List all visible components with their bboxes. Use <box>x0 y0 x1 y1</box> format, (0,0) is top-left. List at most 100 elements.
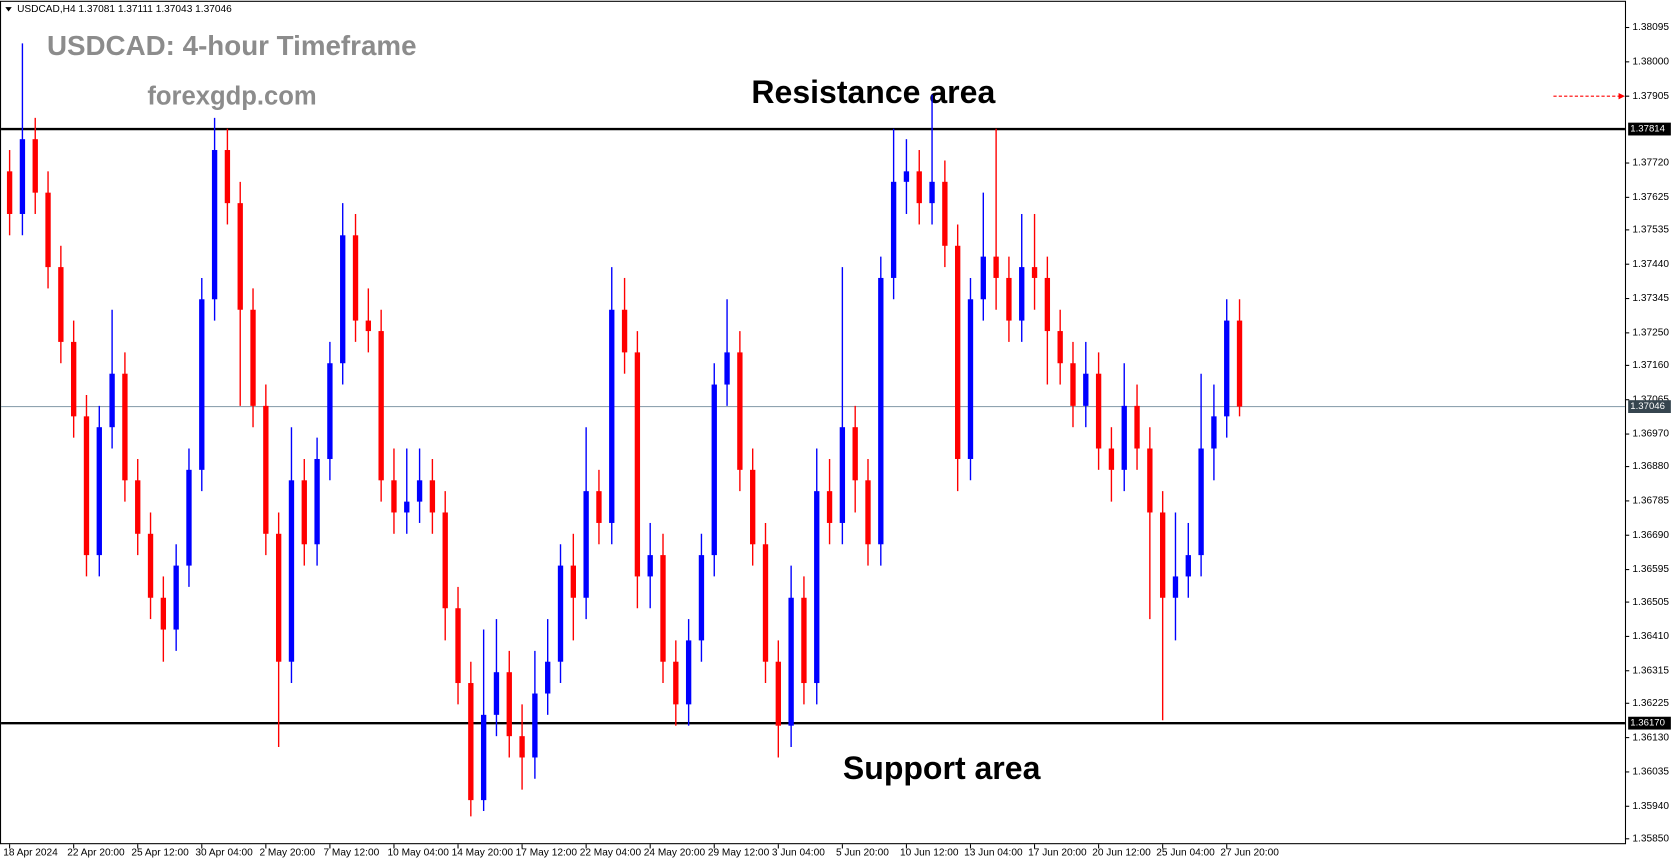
y-tick-label: 1.38095 <box>1632 22 1669 33</box>
candle-body <box>596 491 602 523</box>
y-tick-label: 1.36690 <box>1632 530 1669 541</box>
candle-body <box>532 693 538 758</box>
candle-body <box>903 171 910 182</box>
candle-body <box>6 171 13 214</box>
candle-body <box>147 533 154 598</box>
x-tick-label: 3 Jun 04:00 <box>772 847 825 858</box>
candle-body <box>775 661 781 726</box>
x-tick-label: 25 Jun 04:00 <box>1156 847 1215 858</box>
candle-body <box>455 608 461 684</box>
x-tick-label: 30 Apr 04:00 <box>195 847 253 858</box>
candle-body <box>929 181 935 204</box>
level-label: 1.36170 <box>1630 718 1665 729</box>
candle-body <box>942 181 948 246</box>
menu-triangle <box>5 7 12 12</box>
candle-body <box>545 661 551 694</box>
candle-body <box>737 352 743 470</box>
candle-body <box>468 683 474 801</box>
y-tick-label: 1.37720 <box>1632 158 1669 169</box>
candle-body <box>1044 277 1051 332</box>
y-tick-label: 1.36315 <box>1632 665 1669 676</box>
x-tick-label: 18 Apr 2024 <box>3 847 58 858</box>
candle-body <box>685 640 692 705</box>
candle-body <box>852 427 858 481</box>
candle-body <box>890 181 897 278</box>
candle-body <box>340 235 346 364</box>
candle-body <box>621 309 628 353</box>
x-tick-label: 22 May 04:00 <box>580 847 642 858</box>
x-tick-label: 27 Jun 20:00 <box>1220 847 1279 858</box>
candle-body <box>352 235 359 321</box>
y-tick-label: 1.36505 <box>1632 597 1669 608</box>
y-tick-label: 1.36970 <box>1632 429 1669 440</box>
candle-body <box>1083 373 1089 406</box>
y-tick-label: 1.37160 <box>1632 360 1669 371</box>
candle-body <box>980 256 986 300</box>
plot-layer: 1.38095 1.38000 1.37905 1.37720 1.37625 1.375… <box>1 22 1671 858</box>
candle-body <box>442 512 448 609</box>
candle-body <box>1121 405 1127 470</box>
x-tick-label: 13 Jun 04:00 <box>964 847 1023 858</box>
candle-body <box>250 309 256 406</box>
candle-body <box>1224 320 1230 417</box>
candle-body <box>275 533 282 662</box>
candle-body <box>199 299 205 470</box>
candle-body <box>1006 277 1012 321</box>
candle-body <box>519 736 525 758</box>
candle-body <box>814 491 820 684</box>
candle-body <box>365 320 372 332</box>
candle-body <box>557 565 564 662</box>
y-tick-label: 1.36785 <box>1632 496 1669 507</box>
candle-body <box>1057 331 1063 364</box>
candle-body <box>288 480 295 662</box>
y-tick-label: 1.35940 <box>1632 801 1669 812</box>
y-tick-label: 1.37345 <box>1632 293 1669 304</box>
x-tick-label: 7 May 12:00 <box>323 847 379 858</box>
y-tick-label: 1.37440 <box>1632 259 1669 270</box>
x-tick-label: 14 May 20:00 <box>452 847 514 858</box>
level-label-box <box>1628 122 1671 136</box>
candle-body <box>955 245 961 459</box>
candle-body <box>237 203 243 310</box>
candle-body <box>19 139 26 214</box>
y-tick-label: 1.37250 <box>1632 328 1669 339</box>
plot-frame <box>0 0 1627 845</box>
candle-body <box>1211 416 1217 449</box>
candle-body <box>160 597 167 630</box>
candle-body <box>1108 448 1115 470</box>
candle-body <box>788 597 794 726</box>
level-label-box <box>1628 716 1671 730</box>
chart-title: USDCAD: 4-hour Timeframe <box>47 30 417 61</box>
candle-body <box>173 565 179 630</box>
candle-body <box>1159 512 1166 598</box>
candle-body <box>967 299 974 459</box>
x-tick-label: 2 May 20:00 <box>259 847 315 858</box>
candle-body <box>404 501 410 513</box>
candle-body <box>186 469 192 566</box>
candle-body <box>634 352 641 577</box>
candle-body <box>698 555 705 641</box>
y-tick-label: 1.37625 <box>1632 192 1669 203</box>
x-tick-label: 17 May 12:00 <box>516 847 578 858</box>
candle-body <box>1185 555 1191 577</box>
level-label: 1.37814 <box>1630 124 1665 135</box>
candle-body <box>83 416 90 556</box>
x-tick-label: 24 May 20:00 <box>644 847 706 858</box>
annotation: Resistance area <box>751 74 996 110</box>
candle-body <box>70 341 77 417</box>
candle-body <box>1198 448 1204 556</box>
candle-body <box>135 480 141 534</box>
candle-body <box>480 714 487 801</box>
y-tick-label: 1.36225 <box>1632 698 1669 709</box>
y-tick-label: 1.36035 <box>1632 767 1669 778</box>
y-tick-label: 1.37905 <box>1632 91 1669 102</box>
candle-body <box>1095 373 1102 449</box>
y-tick-label: 1.36595 <box>1632 564 1669 575</box>
candle-body <box>1031 267 1038 278</box>
candle-body <box>1070 363 1076 406</box>
y-tick-label: 1.38000 <box>1632 57 1669 68</box>
candle-body <box>647 555 653 577</box>
level-label: 1.37046 <box>1630 401 1665 412</box>
